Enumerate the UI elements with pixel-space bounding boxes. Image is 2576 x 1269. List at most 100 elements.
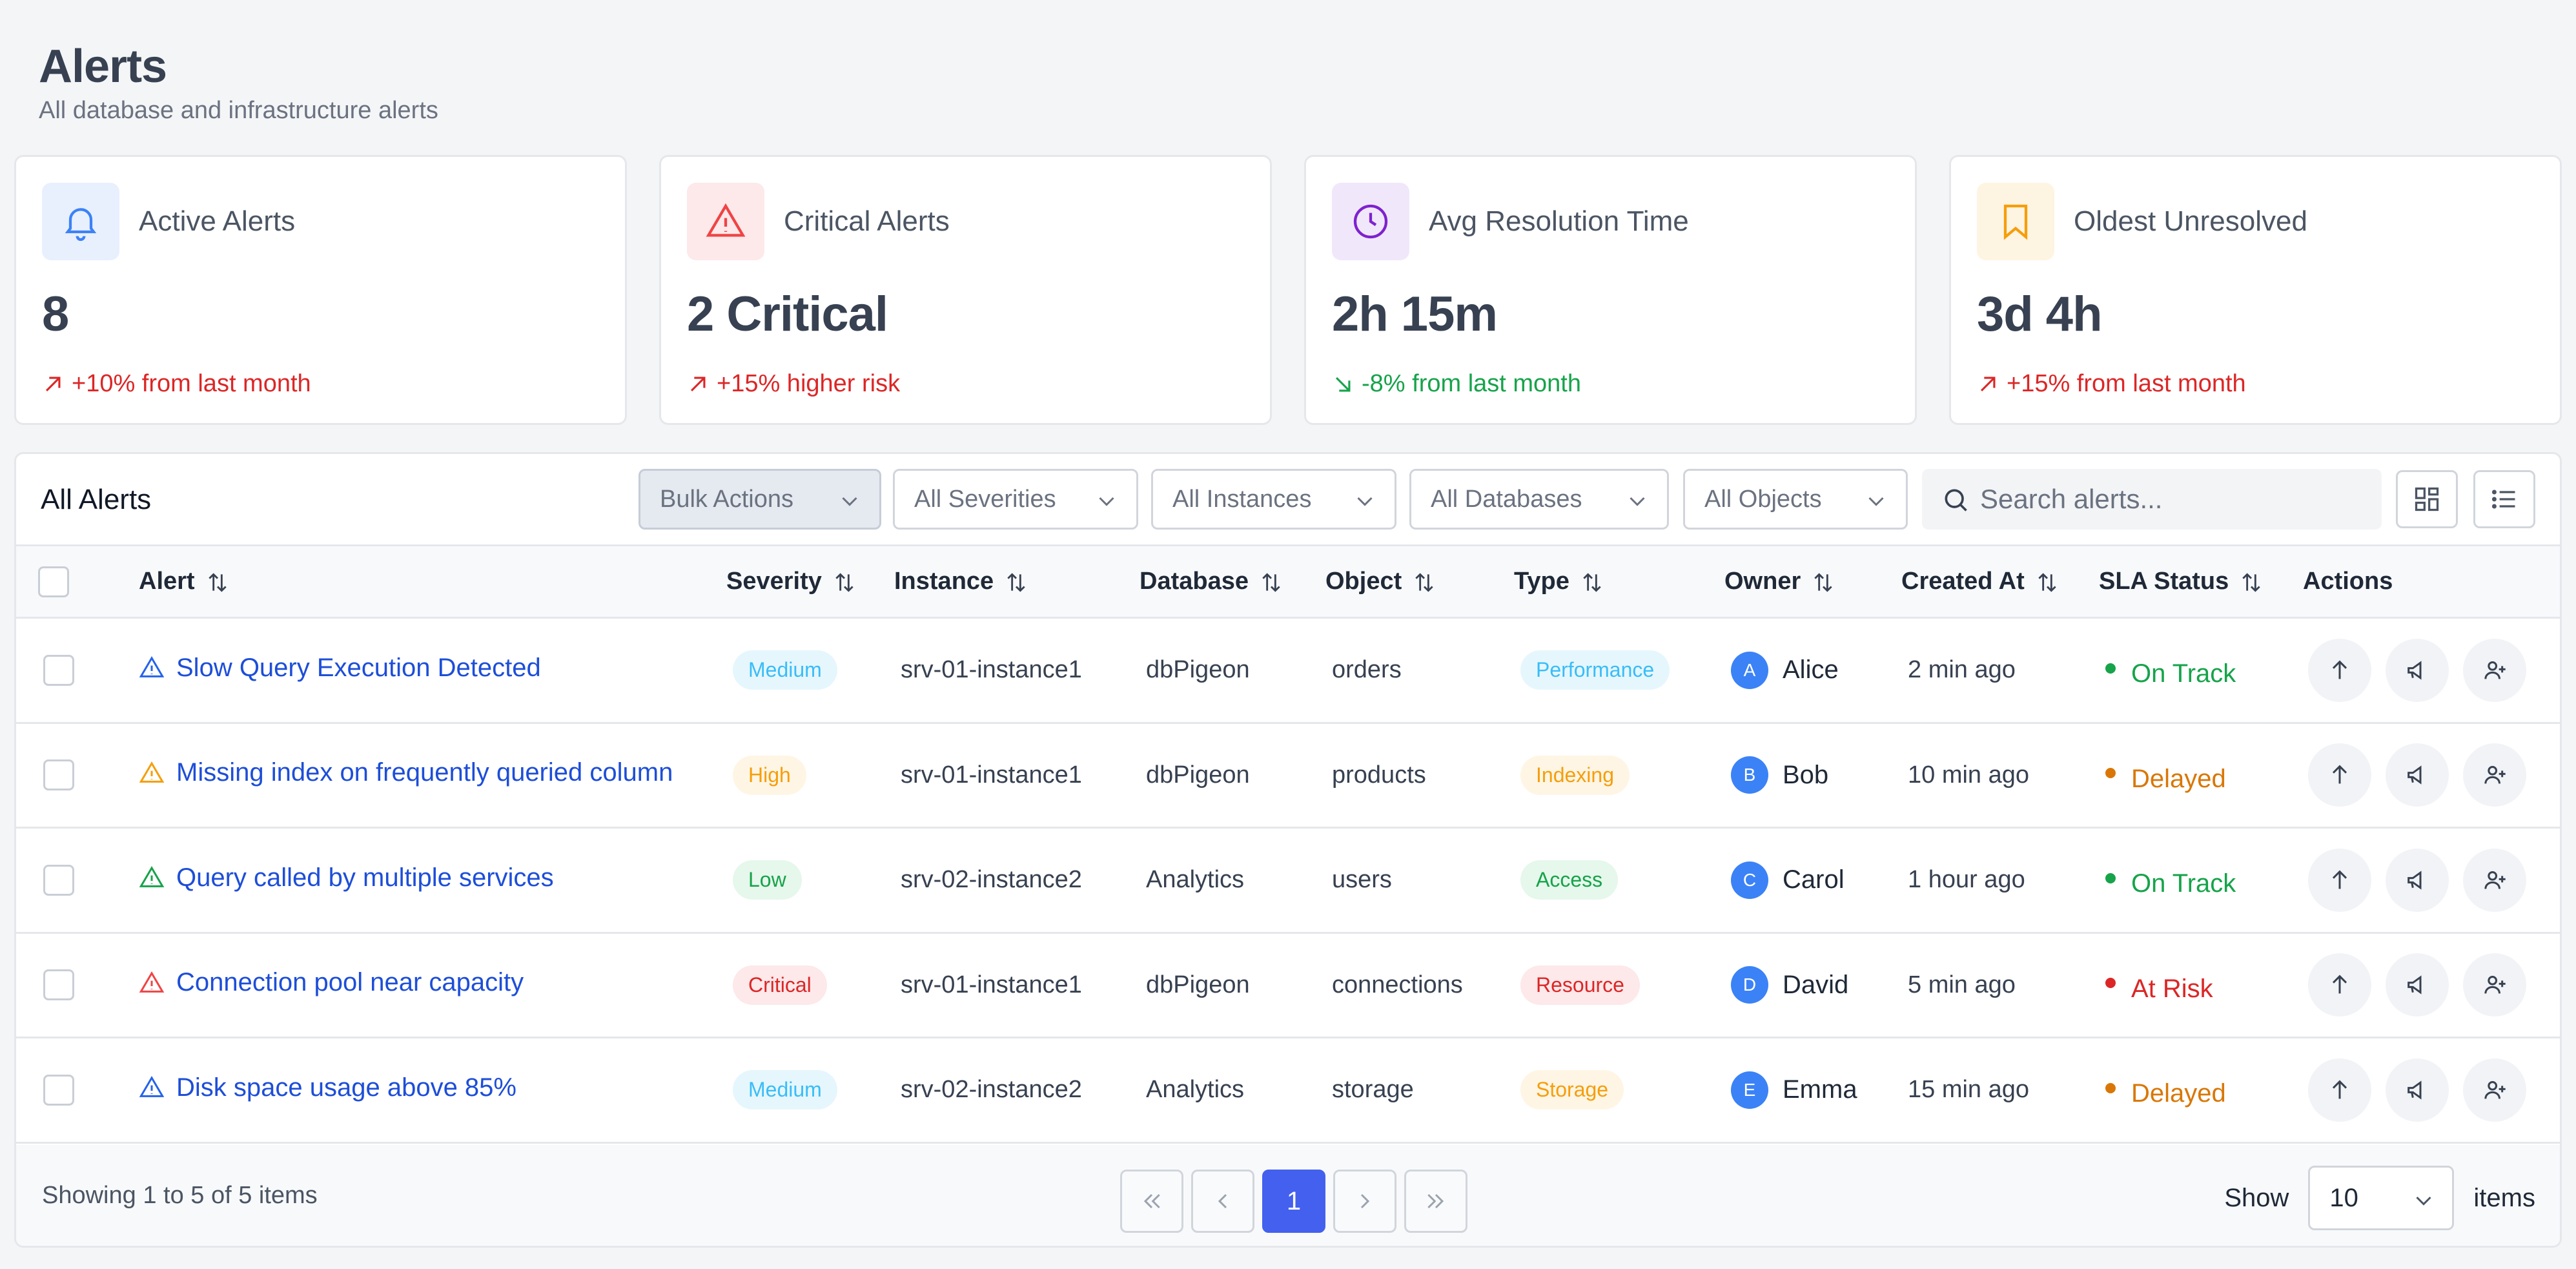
page-button-current[interactable]: 1 [1262, 1170, 1325, 1233]
sort-icon [2242, 573, 2260, 592]
database-cell: Analytics [1146, 866, 1245, 894]
escalate-button[interactable] [2308, 953, 2371, 1017]
database-filter[interactable]: All Databases [1409, 469, 1669, 530]
alert-link[interactable]: Disk space usage above 85% [139, 1073, 516, 1102]
row-checkbox[interactable] [43, 864, 74, 896]
object-cell: products [1332, 761, 1426, 789]
page-size-value: 10 [2329, 1183, 2358, 1212]
column-actions: Actions [2303, 568, 2393, 595]
alert-title: Query called by multiple services [176, 863, 554, 892]
escalate-button[interactable] [2308, 1058, 2371, 1122]
sla-status-text: On Track [2131, 869, 2236, 898]
row-checkbox[interactable] [43, 759, 74, 791]
table-row[interactable]: Query called by multiple services Low sr… [16, 828, 2560, 933]
trend-up-icon [1980, 377, 1996, 391]
sort-icon [835, 573, 854, 592]
search-icon [1945, 489, 1967, 511]
column-owner[interactable]: Owner [1724, 546, 1901, 618]
stat-label: Oldest Unresolved [2074, 205, 2307, 237]
column-sla-status[interactable]: SLA Status [2099, 546, 2303, 618]
stat-label: Critical Alerts [784, 205, 950, 237]
user-plus-icon [2484, 1080, 2506, 1099]
list-view-icon [2491, 490, 2515, 509]
last-page-button[interactable] [1404, 1170, 1467, 1233]
announce-button[interactable] [2386, 848, 2449, 912]
table-row[interactable]: Disk space usage above 85% Medium srv-02… [16, 1038, 2560, 1142]
instance-filter-label: All Instances [1172, 485, 1312, 513]
alert-link[interactable]: Slow Query Execution Detected [139, 654, 541, 683]
created-at-cell: 10 min ago [1908, 761, 2030, 789]
announce-button[interactable] [2386, 638, 2449, 702]
column-object[interactable]: Object [1325, 546, 1514, 618]
table-row[interactable]: Missing index on frequently queried colu… [16, 723, 2560, 828]
instance-cell: srv-01-instance1 [901, 656, 1082, 684]
row-checkbox[interactable] [43, 969, 74, 1001]
page-size-select[interactable]: 10 [2308, 1166, 2455, 1230]
sla-status: On Track [2105, 869, 2236, 898]
row-checkbox[interactable] [43, 654, 74, 686]
sort-icon [208, 573, 227, 592]
announce-button[interactable] [2386, 953, 2449, 1017]
warning-icon [139, 1076, 165, 1097]
alert-title: Slow Query Execution Detected [176, 653, 541, 682]
column-alert[interactable]: Alert [139, 546, 726, 618]
stat-label: Avg Resolution Time [1429, 205, 1689, 237]
row-checkbox[interactable] [43, 1074, 74, 1106]
warning-icon [139, 866, 165, 887]
search-input[interactable]: Search alerts... [1922, 469, 2382, 530]
alert-link[interactable]: Connection pool near capacity [139, 968, 524, 997]
severity-badge: Medium [733, 1070, 837, 1110]
announce-button[interactable] [2386, 743, 2449, 807]
prev-page-button[interactable] [1191, 1170, 1254, 1233]
owner: E Emma [1731, 1071, 1857, 1109]
type-badge: Access [1520, 860, 1619, 900]
announce-button[interactable] [2386, 1058, 2449, 1122]
stat-card: Critical Alerts 2 Critical +15% higher r… [659, 155, 1272, 425]
instance-filter[interactable]: All Instances [1151, 469, 1396, 530]
first-page-button[interactable] [1120, 1170, 1183, 1233]
bulk-actions-dropdown[interactable]: Bulk Actions [639, 469, 881, 530]
severity-filter-label: All Severities [914, 485, 1056, 513]
instance-cell: srv-02-instance2 [901, 1076, 1082, 1104]
alert-link[interactable]: Query called by multiple services [139, 863, 554, 892]
next-page-button[interactable] [1333, 1170, 1396, 1233]
escalate-button[interactable] [2308, 638, 2371, 702]
assign-user-button[interactable] [2463, 953, 2526, 1017]
severity-filter[interactable]: All Severities [893, 469, 1138, 530]
assign-user-button[interactable] [2463, 638, 2526, 702]
sla-status: On Track [2105, 659, 2236, 688]
stat-label: Active Alerts [139, 205, 296, 237]
escalate-button[interactable] [2308, 848, 2371, 912]
assign-user-button[interactable] [2463, 848, 2526, 912]
grid-view-button[interactable] [2396, 470, 2458, 528]
table-row[interactable]: Connection pool near capacity Critical s… [16, 933, 2560, 1038]
created-at-cell: 15 min ago [1908, 1076, 2030, 1104]
created-at-cell: 2 min ago [1908, 656, 2016, 684]
stat-trend-text: +15% higher risk [717, 370, 901, 397]
escalate-button[interactable] [2308, 743, 2371, 807]
column-type[interactable]: Type [1514, 546, 1724, 618]
stat-trend-text: +10% from last month [72, 370, 311, 397]
list-view-button[interactable] [2473, 470, 2535, 528]
row-actions [2308, 1058, 2560, 1122]
column-severity[interactable]: Severity [726, 546, 894, 618]
column-instance[interactable]: Instance [894, 546, 1140, 618]
status-dot [2105, 978, 2116, 988]
assign-user-button[interactable] [2463, 743, 2526, 807]
alert-link[interactable]: Missing index on frequently queried colu… [139, 758, 673, 787]
severity-badge: Critical [733, 965, 827, 1005]
column-database[interactable]: Database [1140, 546, 1325, 618]
assign-user-button[interactable] [2463, 1058, 2526, 1122]
alerts-panel: All Alerts Bulk Actions All Severities A… [14, 452, 2562, 1248]
chevron-down-icon [1868, 497, 1884, 506]
arrow-up-icon [2332, 660, 2347, 679]
column-created-at[interactable]: Created At [1901, 546, 2099, 618]
object-filter[interactable]: All Objects [1683, 469, 1908, 530]
select-all-checkbox[interactable] [38, 566, 69, 597]
table-row[interactable]: Slow Query Execution Detected Medium srv… [16, 618, 2560, 723]
created-at-cell: 5 min ago [1908, 971, 2016, 998]
stat-trend-text: -8% from last month [1362, 370, 1581, 397]
type-badge: Indexing [1520, 755, 1630, 795]
sla-status-text: Delayed [2131, 764, 2226, 793]
